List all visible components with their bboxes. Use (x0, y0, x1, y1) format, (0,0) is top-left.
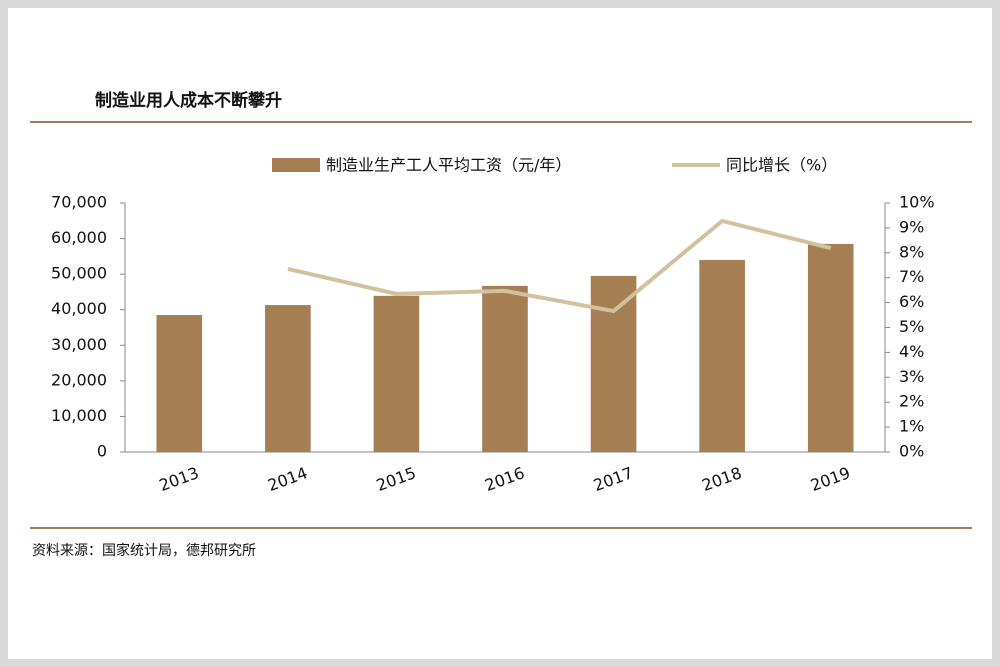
bar (699, 259, 745, 452)
y2-tick-label: 4% (899, 342, 924, 361)
legend-label: 制造业生产工人平均工资（元/年） (326, 156, 571, 175)
y-tick-label: 30,000 (51, 335, 107, 354)
y-tick-label: 40,000 (51, 299, 107, 318)
bar (373, 295, 420, 452)
legend-swatch (272, 158, 320, 172)
y2-tick-label: 2% (899, 392, 924, 411)
y2-tick-label: 6% (899, 292, 924, 311)
y-tick-label: 70,000 (51, 193, 107, 212)
y2-tick-label: 9% (899, 217, 924, 236)
source: 资料来源：国家统计局，德邦研究所 (32, 542, 256, 559)
y2-tick-label: 5% (899, 317, 924, 336)
y2-tick-label: 0% (899, 442, 924, 461)
y-tick-label: 0 (97, 442, 107, 461)
y2-tick-label: 1% (899, 417, 924, 436)
y2-tick-label: 10% (899, 193, 935, 212)
chart-title: 制造业用人成本不断攀升 (95, 90, 282, 111)
bar (807, 243, 854, 452)
y2-tick-label: 3% (899, 367, 924, 386)
bar (590, 275, 637, 452)
y-tick-label: 50,000 (51, 264, 107, 283)
y2-tick-label: 7% (899, 267, 924, 286)
y2-tick-label: 8% (899, 242, 924, 261)
y-tick-label: 10,000 (51, 406, 107, 425)
y-tick-label: 20,000 (51, 370, 107, 389)
y-tick-label: 60,000 (51, 228, 107, 247)
bar (156, 315, 203, 452)
bar (265, 305, 311, 452)
legend-label: 同比增长（%） (726, 156, 837, 175)
line (287, 218, 832, 314)
bar (482, 285, 528, 452)
